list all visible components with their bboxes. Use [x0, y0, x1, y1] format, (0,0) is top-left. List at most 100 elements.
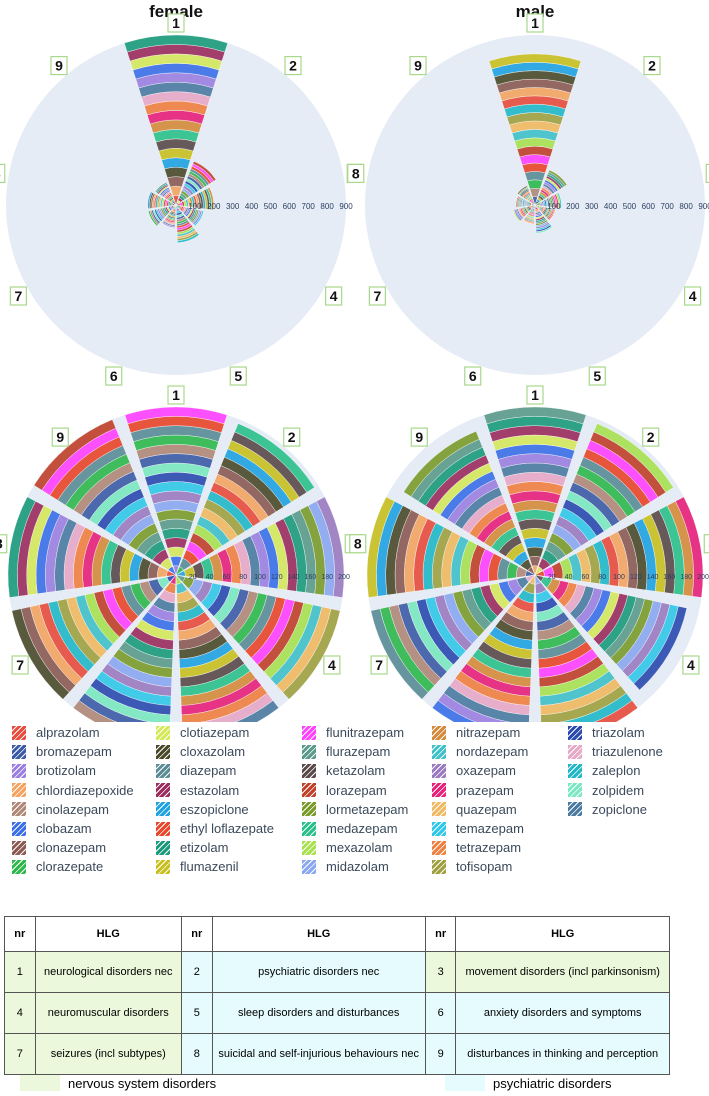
- polar-bar-segment: [548, 169, 568, 187]
- polar-bar-segment: [512, 209, 521, 223]
- hlg-nr: 1: [4, 951, 36, 993]
- category-box: [167, 13, 185, 33]
- legend-item: clonazepam: [12, 840, 106, 855]
- polar-bar-segment: [201, 692, 274, 722]
- category-box: [229, 366, 247, 386]
- polar-chart-2: male123456789100200300400500600700800900: [347, 2, 709, 386]
- legend-label: lormetazepam: [326, 801, 409, 817]
- category-label: 4: [689, 288, 697, 304]
- polar-bar-segment: [207, 187, 214, 211]
- category-box: [284, 55, 302, 76]
- legend-item: zaleplon: [568, 763, 640, 778]
- legend-swatch: [12, 763, 26, 778]
- hlg-name: disturbances in thinking and perception: [455, 1033, 670, 1075]
- category-box: [464, 366, 482, 386]
- legend-swatch: [302, 821, 316, 836]
- legend-swatch: [12, 840, 26, 855]
- category-label: 1: [172, 387, 180, 403]
- legend-label: tetrazepam: [456, 840, 522, 856]
- category-box: [50, 55, 68, 76]
- radial-tick-label: 400: [604, 202, 618, 211]
- category-label: 6: [469, 368, 477, 384]
- col-hlg: HLG: [34, 916, 182, 952]
- legend-label: diazepam: [180, 763, 237, 779]
- radial-tick-label: 600: [642, 202, 656, 211]
- legend-label: clonazepam: [36, 840, 107, 856]
- legend-swatch: [156, 821, 170, 836]
- legend-swatch: [302, 783, 316, 798]
- table-row: 7 seizures (incl subtypes) 8 suicidal and s…: [4, 1033, 670, 1075]
- radial-tick-label: 100: [188, 202, 202, 211]
- nervous-label: nervous system disorders: [68, 1075, 217, 1091]
- legend-label: alprazolam: [36, 725, 100, 740]
- legend-label: quazepam: [456, 801, 517, 817]
- radial-tick-label: 60: [223, 574, 231, 581]
- polar-bar-segment: [17, 500, 45, 597]
- hlg-nr: 7: [4, 1033, 36, 1075]
- polar-bar-segment: [72, 700, 118, 722]
- legend-item: ketazolam: [302, 763, 385, 778]
- radial-tick-label: 40: [565, 574, 573, 581]
- col-nr: nr: [424, 916, 457, 952]
- chart-title: female: [149, 2, 203, 21]
- radial-tick-label: 800: [320, 202, 334, 211]
- hlg-name: suicidal and self-injurious behaviours n…: [211, 1033, 426, 1075]
- radial-tick-label: 140: [647, 574, 659, 581]
- legend-swatch: [156, 840, 170, 855]
- radial-tick-label: 20: [548, 574, 556, 581]
- radial-tick-label: 160: [305, 574, 317, 581]
- category-box: [11, 655, 29, 675]
- polar-bar-segment: [560, 692, 633, 722]
- category-box: [167, 385, 185, 405]
- legend-item: clorazepate: [12, 859, 103, 874]
- legend-item: mexazolam: [302, 840, 392, 855]
- category-label: 5: [234, 368, 242, 384]
- category-box: [323, 655, 341, 675]
- hlg-nr: 5: [180, 992, 213, 1034]
- legend-swatch: [156, 763, 170, 778]
- polar-bar-segment: [370, 608, 429, 700]
- radial-tick-label: 200: [207, 202, 221, 211]
- hlg-nr: 2: [180, 951, 213, 993]
- table-row: 1 neurological disorders nec 2 psychiatric …: [4, 951, 670, 993]
- polar-bar-segment: [147, 191, 153, 210]
- polar-bar-segment: [526, 546, 544, 558]
- category-label: 9: [55, 58, 63, 74]
- category-box: [0, 163, 6, 183]
- polar-bar-segment: [78, 692, 151, 722]
- polar-bar-segment: [164, 537, 188, 549]
- category-label: 9: [56, 429, 64, 445]
- polar-bar-segment: [282, 608, 341, 700]
- category-label: 9: [414, 58, 422, 74]
- legend-swatch: [568, 763, 582, 778]
- legend-item: bromazepam: [12, 744, 112, 759]
- polar-bar-segment: [276, 606, 332, 693]
- legend-swatch: [156, 744, 170, 759]
- legend-label: oxazepam: [456, 763, 516, 779]
- radial-tick-label: 100: [613, 574, 625, 581]
- legend-swatch: [432, 840, 446, 855]
- radial-tick-label: 100: [254, 574, 266, 581]
- legend-swatch: [432, 783, 446, 798]
- legend-item: triazolam: [568, 725, 645, 740]
- legend-label: brotizolam: [36, 763, 96, 779]
- polar-bar-segment: [520, 528, 550, 540]
- category-box: [325, 286, 343, 306]
- polar-bar-segment: [535, 225, 553, 234]
- legend-swatch: [432, 763, 446, 778]
- hlg-nr: 8: [180, 1033, 213, 1075]
- hlg-nr: 4: [4, 992, 36, 1034]
- col-nr: nr: [180, 916, 213, 952]
- polar-bar-segment: [7, 496, 36, 598]
- category-label: 2: [288, 429, 296, 445]
- polar-bar-segment: [164, 167, 188, 179]
- legend-label: clotiazepam: [180, 725, 250, 740]
- hlg-name: movement disorders (incl parkinsonism): [455, 951, 670, 993]
- legend-swatch: [302, 725, 316, 740]
- legend-label: zopiclone: [592, 801, 647, 817]
- polar-bar-segment: [366, 496, 395, 598]
- category-label: 1: [531, 387, 539, 403]
- polar-chart-3: 12345678920406080100120140160180200: [0, 385, 362, 722]
- polar-bar-segment: [234, 700, 280, 722]
- polar-bar-segment: [124, 406, 228, 425]
